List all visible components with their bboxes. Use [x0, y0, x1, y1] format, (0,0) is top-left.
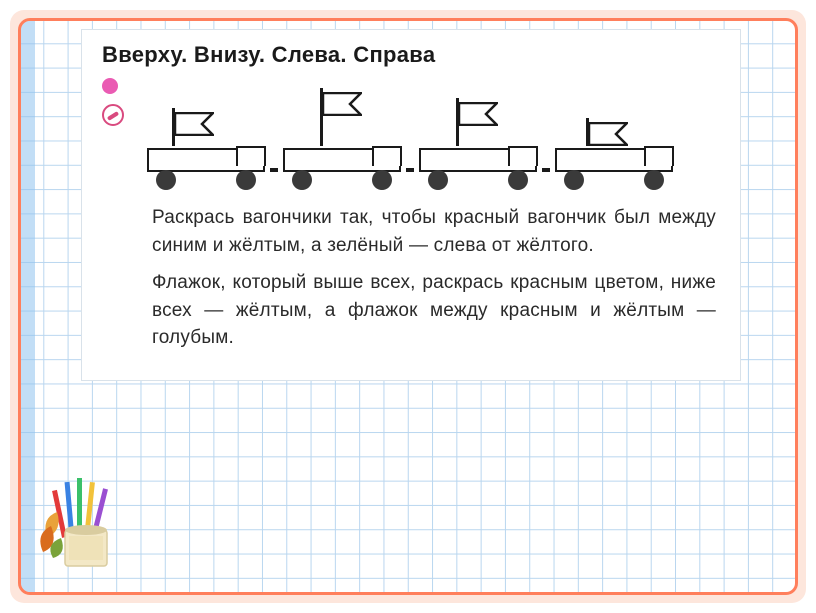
inner-frame: Вверху. Внизу. Слева. Справа Раскрась ва… — [18, 18, 798, 595]
card-heading: Вверху. Внизу. Слева. Справа — [102, 42, 716, 68]
flag-icon — [174, 112, 214, 136]
wagon-cab — [372, 146, 402, 166]
wagon-coupling — [406, 168, 414, 172]
wagon — [142, 148, 270, 190]
wheel-icon — [292, 170, 312, 190]
wheel-icon — [564, 170, 584, 190]
wagon-cab — [508, 146, 538, 166]
instruction-paragraph-1: Раскрась вагончики так, чтобы красный ва… — [152, 204, 716, 259]
wheel-icon — [372, 170, 392, 190]
wagon-coupling — [270, 168, 278, 172]
left-margin-stripe — [21, 21, 35, 592]
exercise-card: Вверху. Внизу. Слева. Справа Раскрась ва… — [81, 29, 741, 381]
flag-icon — [458, 102, 498, 126]
wheel-icon — [428, 170, 448, 190]
wheel-icon — [236, 170, 256, 190]
pencil-holder-decoration — [39, 460, 129, 570]
bullet-pencil-icon — [102, 104, 124, 126]
flag-icon — [322, 92, 362, 116]
cup-icon — [65, 525, 107, 566]
instruction-paragraph-2: Флажок, который выше всех, раскрась крас… — [152, 269, 716, 352]
wheel-icon — [644, 170, 664, 190]
wagon — [550, 148, 678, 190]
wagon-wheels — [156, 170, 256, 190]
wagon — [278, 148, 406, 190]
side-bullets — [102, 78, 128, 126]
wagon-wheels — [292, 170, 392, 190]
bullet-dot-icon — [102, 78, 118, 94]
wagon — [414, 148, 542, 190]
wagon-cab — [644, 146, 674, 166]
wagon-wheels — [564, 170, 664, 190]
wagon-cab — [236, 146, 266, 166]
wagon-coupling — [542, 168, 550, 172]
wheel-icon — [508, 170, 528, 190]
flag-icon — [588, 122, 628, 146]
wagon-wheels — [428, 170, 528, 190]
wheel-icon — [156, 170, 176, 190]
train-illustration — [142, 80, 716, 190]
